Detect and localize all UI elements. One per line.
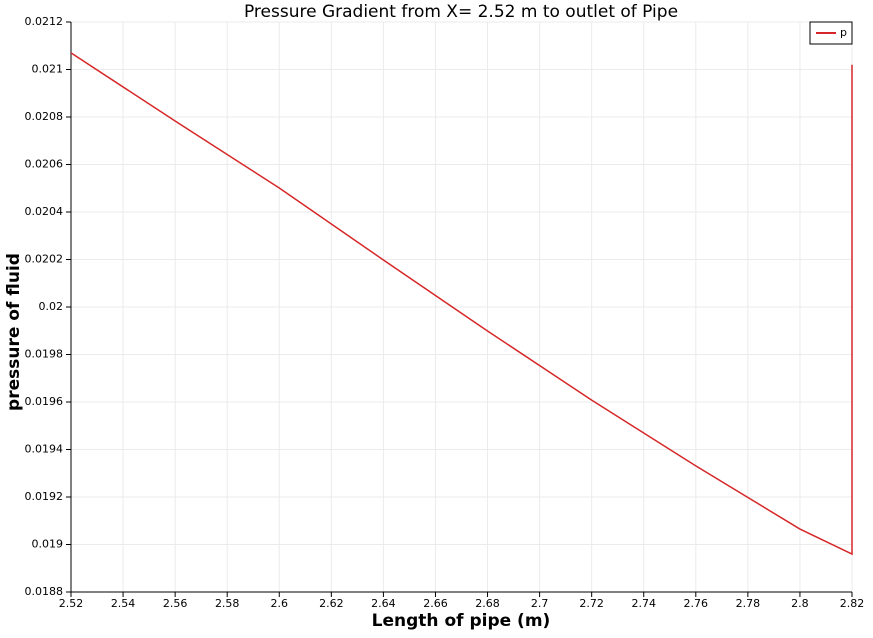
y-tick-label: 0.0202	[25, 253, 64, 266]
y-tick-label: 0.0188	[25, 585, 64, 598]
x-tick-label: 2.76	[684, 597, 709, 610]
y-tick-label: 0.0212	[25, 15, 64, 28]
chart-title: Pressure Gradient from X= 2.52 m to outl…	[244, 2, 678, 22]
x-tick-label: 2.52	[59, 597, 84, 610]
y-tick-label: 0.019	[32, 538, 64, 551]
x-tick-label: 2.7	[531, 597, 549, 610]
x-tick-label: 2.8	[791, 597, 809, 610]
y-tick-label: 0.0204	[25, 205, 64, 218]
y-tick-label: 0.0208	[25, 110, 64, 123]
x-tick-label: 2.82	[840, 597, 865, 610]
y-tick-label: 0.02	[39, 300, 64, 313]
x-tick-label: 2.68	[475, 597, 500, 610]
data-line	[70, 52, 853, 556]
legend-label: p	[840, 26, 847, 39]
y-axis-label: pressure of fluid	[4, 253, 24, 411]
x-tick-label: 2.54	[111, 597, 136, 610]
y-tick-label: 0.021	[32, 63, 64, 76]
x-tick-label: 2.62	[319, 597, 344, 610]
x-tick-label: 2.72	[579, 597, 604, 610]
x-axis-label: Length of pipe (m)	[372, 611, 551, 631]
y-tick-label: 0.0198	[25, 348, 64, 361]
y-tick-label: 0.0192	[25, 490, 64, 503]
x-tick-label: 2.74	[631, 597, 656, 610]
x-tick-label: 2.64	[371, 597, 396, 610]
y-tick-label: 0.0194	[25, 443, 64, 456]
y-tick-label: 0.0206	[25, 158, 64, 171]
x-tick-label: 2.58	[215, 597, 240, 610]
x-tick-label: 2.66	[423, 597, 448, 610]
x-tick-label: 2.56	[163, 597, 188, 610]
y-tick-label: 0.0196	[25, 395, 64, 408]
x-tick-label: 2.78	[736, 597, 761, 610]
x-tick-label: 2.6	[271, 597, 289, 610]
